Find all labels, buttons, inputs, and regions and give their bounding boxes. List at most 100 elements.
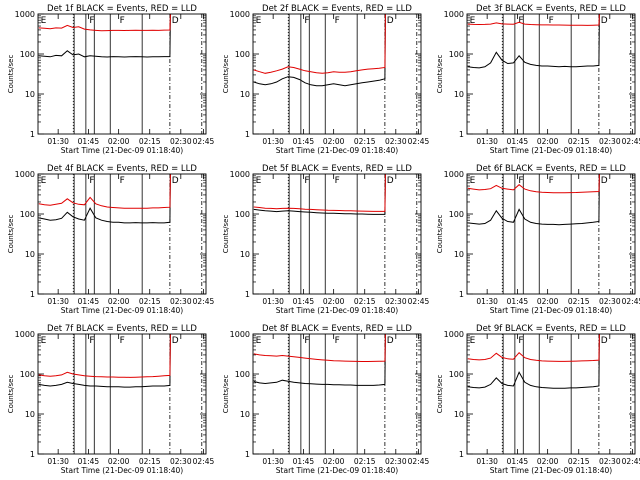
det1-y-tick-label: 1000 bbox=[15, 10, 35, 19]
chart-panel-1: Det 1f BLACK = Events, RED = LLD 1 10 100 10… bbox=[7, 4, 215, 155]
det5-x-tick-label: 02:45 bbox=[408, 297, 430, 306]
det5-x-axis-label: Start Time (21-Dec-09 01:18:40) bbox=[276, 306, 398, 315]
det2-marker-label: E bbox=[256, 16, 262, 26]
det6-series-events bbox=[467, 173, 600, 226]
det2-x-tick-label: 02:15 bbox=[354, 137, 376, 146]
det2-x-tick-label: 02:00 bbox=[323, 137, 345, 146]
det4-marker-label: F bbox=[89, 176, 94, 186]
det8-x-tick-label: 01:30 bbox=[262, 457, 284, 466]
det5-y-tick-label: 100 bbox=[235, 210, 250, 219]
det5-y-axis-label: Counts/sec bbox=[222, 215, 230, 254]
det5-x-tick-label: 01:30 bbox=[262, 297, 284, 306]
det4-x-axis-label: Start Time (21-Dec-09 01:18:40) bbox=[61, 306, 183, 315]
det7-x-tick-label: 02:15 bbox=[139, 457, 161, 466]
det2-series-lld bbox=[253, 13, 386, 74]
det6-y-tick-label: 1000 bbox=[444, 170, 464, 179]
det7-x-tick-label: 01:45 bbox=[78, 457, 100, 466]
det7-y-axis-label: Counts/sec bbox=[7, 375, 15, 414]
det1-x-tick-label: 02:30 bbox=[170, 137, 192, 146]
det7-y-tick-label: 10 bbox=[25, 410, 35, 419]
det5-marker-label: D bbox=[387, 176, 394, 186]
det6-title: Det 6f BLACK = Events, RED = LLD bbox=[476, 164, 626, 174]
det3-y-tick-label: 1 bbox=[459, 130, 464, 139]
det2-x-axis-label: Start Time (21-Dec-09 01:18:40) bbox=[276, 146, 398, 155]
det6-x-tick-label: 02:30 bbox=[599, 297, 621, 306]
det7-marker-label: F bbox=[120, 336, 125, 346]
det3-y-tick-label: 1000 bbox=[444, 10, 464, 19]
det3-marker-label: D bbox=[601, 16, 608, 26]
det8-y-tick-label: 10 bbox=[240, 410, 250, 419]
det4-y-tick-label: 1 bbox=[30, 290, 35, 299]
det2-y-tick-label: 1000 bbox=[230, 10, 250, 19]
det8-x-tick-label: 02:30 bbox=[385, 457, 407, 466]
det2-series-events bbox=[253, 13, 386, 87]
chart-panel-3: Det 3f BLACK = Events, RED = LLD 1 10 100 10… bbox=[436, 4, 640, 155]
det3-x-tick-label: 02:00 bbox=[537, 137, 559, 146]
det2-y-tick-label: 10 bbox=[240, 90, 250, 99]
det8-title: Det 8f BLACK = Events, RED = LLD bbox=[262, 324, 412, 334]
det2-y-tick-label: 100 bbox=[235, 50, 250, 59]
det9-title: Det 9f BLACK = Events, RED = LLD bbox=[476, 324, 626, 334]
det1-y-tick-label: 10 bbox=[25, 90, 35, 99]
det9-y-axis-label: Counts/sec bbox=[436, 375, 444, 414]
det8-y-tick-label: 100 bbox=[235, 370, 250, 379]
det9-x-tick-label: 01:45 bbox=[507, 457, 529, 466]
det6-x-tick-label: 02:15 bbox=[568, 297, 590, 306]
det9-x-tick-label: 02:45 bbox=[622, 457, 640, 466]
det5-y-tick-label: 10 bbox=[240, 250, 250, 259]
det9-series-events bbox=[467, 333, 600, 389]
det9-y-tick-label: 1 bbox=[459, 450, 464, 459]
det7-y-tick-label: 100 bbox=[20, 370, 35, 379]
det6-x-tick-label: 01:45 bbox=[507, 297, 529, 306]
det7-series-lld bbox=[38, 333, 171, 378]
det8-x-tick-label: 02:45 bbox=[408, 457, 430, 466]
det4-y-axis-label: Counts/sec bbox=[7, 215, 15, 254]
det4-plot-frame bbox=[37, 173, 207, 295]
det2-marker-label: F bbox=[335, 16, 340, 26]
det6-y-axis-label: Counts/sec bbox=[436, 215, 444, 254]
det8-y-tick-label: 1000 bbox=[230, 330, 250, 339]
det3-x-tick-label: 02:30 bbox=[599, 137, 621, 146]
det8-plot-frame bbox=[252, 333, 422, 455]
det3-x-tick-label: 02:45 bbox=[622, 137, 640, 146]
det2-title: Det 2f BLACK = Events, RED = LLD bbox=[262, 4, 412, 14]
det1-marker-label: E bbox=[41, 16, 47, 26]
det3-plot-frame bbox=[466, 13, 636, 135]
det8-y-tick-label: 1 bbox=[245, 450, 250, 459]
det7-title: Det 7f BLACK = Events, RED = LLD bbox=[47, 324, 197, 334]
det8-marker-label: D bbox=[387, 336, 394, 346]
det4-y-tick-label: 1000 bbox=[15, 170, 35, 179]
det8-series-events bbox=[253, 333, 386, 386]
det6-y-tick-label: 10 bbox=[454, 250, 464, 259]
det7-x-tick-label: 02:30 bbox=[170, 457, 192, 466]
det6-x-tick-label: 01:30 bbox=[476, 297, 498, 306]
det7-y-tick-label: 1000 bbox=[15, 330, 35, 339]
det4-x-tick-label: 01:30 bbox=[47, 297, 69, 306]
det8-x-axis-label: Start Time (21-Dec-09 01:18:40) bbox=[276, 466, 398, 475]
det9-x-tick-label: 02:00 bbox=[537, 457, 559, 466]
det3-title: Det 3f BLACK = Events, RED = LLD bbox=[476, 4, 626, 14]
det5-series-events bbox=[253, 173, 386, 215]
det2-x-tick-label: 01:30 bbox=[262, 137, 284, 146]
det9-y-tick-label: 10 bbox=[454, 410, 464, 419]
det4-x-tick-label: 02:15 bbox=[139, 297, 161, 306]
det1-y-tick-label: 1 bbox=[30, 130, 35, 139]
det8-x-tick-label: 02:00 bbox=[323, 457, 345, 466]
det8-marker-label: F bbox=[304, 336, 309, 346]
det2-plot-frame bbox=[252, 13, 422, 135]
det3-x-tick-label: 01:45 bbox=[507, 137, 529, 146]
det6-y-tick-label: 100 bbox=[449, 210, 464, 219]
det5-x-tick-label: 02:30 bbox=[385, 297, 407, 306]
det3-y-axis-label: Counts/sec bbox=[436, 55, 444, 94]
det7-y-tick-label: 1 bbox=[30, 450, 35, 459]
det5-marker-label: F bbox=[304, 176, 309, 186]
det7-x-tick-label: 02:00 bbox=[108, 457, 130, 466]
chart-panel-5: Det 5f BLACK = Events, RED = LLD 1 10 100 10… bbox=[222, 164, 430, 315]
det9-series-lld bbox=[467, 333, 600, 362]
det1-x-tick-label: 02:15 bbox=[139, 137, 161, 146]
det8-x-tick-label: 01:45 bbox=[293, 457, 315, 466]
det7-series-events bbox=[38, 333, 171, 388]
det6-y-tick-label: 1 bbox=[459, 290, 464, 299]
det4-x-tick-label: 02:00 bbox=[108, 297, 130, 306]
